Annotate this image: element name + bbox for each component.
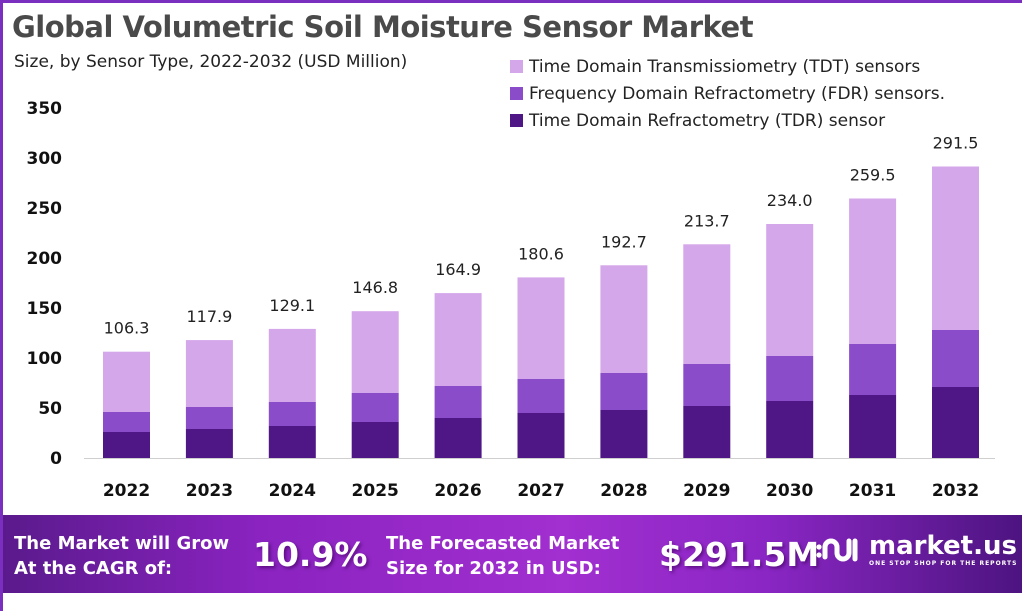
x-tick-label: 2031 [849, 481, 896, 501]
bar-segment-tdt [434, 293, 482, 386]
bar-segment-fdr [683, 364, 731, 406]
bar-segment-tdr [766, 401, 814, 458]
y-tick-label: 250 [27, 199, 63, 219]
y-tick-label: 0 [50, 449, 62, 469]
bar-segment-tdr [517, 413, 565, 458]
bar-segment-tdt [351, 311, 399, 393]
bar-segment-tdt [600, 265, 648, 373]
bars [103, 166, 979, 458]
x-tick-label: 2025 [352, 481, 399, 501]
bar-segment-tdr [351, 422, 399, 458]
x-tick-label: 2026 [434, 481, 481, 501]
x-tick-label: 2024 [269, 481, 316, 501]
bar-segment-tdr [103, 432, 150, 458]
x-tick-label: 2028 [600, 481, 647, 501]
bar-segment-fdr [766, 356, 814, 401]
bar-total-label: 213.7 [684, 211, 730, 230]
bar-segment-tdt [185, 340, 233, 407]
bar-segment-tdt [766, 224, 814, 356]
bar-segment-tdr [683, 406, 731, 458]
bar-segment-fdr [434, 386, 482, 418]
bar-total-label: 117.9 [186, 307, 232, 326]
chart-subtitle: Size, by Sensor Type, 2022-2032 (USD Mil… [14, 52, 408, 72]
bar-segment-tdt [683, 244, 731, 364]
legend-swatch-tdr [510, 114, 523, 127]
legend-swatch-tdt [510, 60, 523, 73]
summary-banner: The Market will Grow At the CAGR of: 10.… [3, 515, 1022, 593]
bar-segment-fdr [185, 407, 233, 429]
brand-tagline: ONE STOP SHOP FOR THE REPORTS [869, 560, 1018, 567]
chart-title: Global Volumetric Soil Moisture Sensor M… [12, 10, 754, 44]
bar-total-label: 164.9 [435, 260, 481, 279]
y-tick-label: 150 [27, 299, 63, 319]
x-tick-label: 2030 [766, 481, 813, 501]
bar-total-label: 106.3 [104, 319, 150, 338]
bar-segment-tdr [268, 426, 316, 458]
brand-name: market.us [869, 531, 1017, 561]
bar-segment-fdr [103, 412, 150, 432]
bar-total-label: 146.8 [352, 278, 398, 297]
cagr-caption: The Market will Grow At the CAGR of: [14, 531, 229, 581]
bar-segment-tdt [517, 277, 565, 379]
bar-segment-tdt [849, 198, 897, 344]
y-tick-label: 50 [38, 399, 62, 419]
brand-logo-icon [816, 538, 858, 562]
cagr-caption-line1: The Market will Grow [14, 533, 230, 554]
legend-label-fdr: Frequency Domain Refractometry (FDR) sen… [529, 83, 945, 104]
y-tick-label: 100 [27, 349, 63, 369]
cagr-value: 10.9% [253, 535, 368, 574]
bar-total-label: 291.5 [933, 134, 979, 153]
brand-logo: market.us ONE STOP SHOP FOR THE REPORTS [815, 533, 1017, 567]
legend-label-tdr: Time Domain Refractometry (TDR) sensor [529, 110, 886, 131]
forecast-caption-line2: Size for 2032 in USD: [386, 558, 601, 579]
y-tick-label: 350 [27, 99, 63, 119]
bar-segment-fdr [932, 330, 979, 387]
bar-total-label: 192.7 [601, 232, 647, 251]
bar-segment-tdt [103, 351, 150, 412]
bar-segment-tdt [268, 328, 316, 402]
x-tick-label: 2023 [186, 481, 233, 501]
bar-segment-tdt [932, 166, 979, 330]
x-tick-label: 2032 [932, 481, 979, 501]
legend-label-tdt: Time Domain Transmissiometry (TDT) senso… [529, 56, 921, 77]
legend-item-tdr: Time Domain Refractometry (TDR) sensor [510, 107, 945, 134]
x-tick-label: 2029 [683, 481, 730, 501]
bar-total-label: 180.6 [518, 244, 564, 263]
bar-segment-tdr [434, 418, 482, 458]
bar-segment-fdr [849, 344, 897, 395]
x-tick-label: 2027 [517, 481, 564, 501]
forecast-value: $291.5M [659, 535, 820, 574]
bar-total-label: 234.0 [767, 191, 813, 210]
bar-segment-fdr [517, 379, 565, 413]
legend: Time Domain Transmissiometry (TDT) senso… [510, 53, 945, 134]
bar-segment-fdr [600, 373, 648, 410]
x-tick-label: 2022 [103, 481, 150, 501]
x-axis: 2022 2023 2024 2025 2026 2027 2028 2029 2030 2031… [103, 481, 979, 501]
legend-item-tdt: Time Domain Transmissiometry (TDT) senso… [510, 53, 945, 80]
cagr-caption-line2: At the CAGR of: [14, 558, 173, 579]
forecast-caption: The Forecasted Market Size for 2032 in U… [386, 531, 619, 581]
bar-segment-fdr [268, 402, 316, 426]
bar-segment-fdr [351, 393, 399, 422]
bar-segment-tdr [849, 395, 897, 458]
y-tick-label: 200 [27, 249, 63, 269]
legend-swatch-fdr [510, 87, 523, 100]
y-tick-label: 300 [27, 149, 63, 169]
bar-segment-tdr [185, 429, 233, 458]
bar-total-label: 129.1 [269, 296, 315, 315]
forecast-caption-line1: The Forecasted Market [386, 533, 620, 554]
data-labels: 106.3 117.9 129.1 146.8 164.9 180.6 192.7 213.7… [104, 134, 979, 338]
legend-item-fdr: Frequency Domain Refractometry (FDR) sen… [510, 80, 945, 107]
bar-total-label: 259.5 [850, 166, 896, 185]
y-axis: 0 50 100 150 200 250 300 350 [27, 99, 63, 469]
bar-segment-tdr [932, 387, 979, 458]
bar-segment-tdr [600, 410, 648, 458]
